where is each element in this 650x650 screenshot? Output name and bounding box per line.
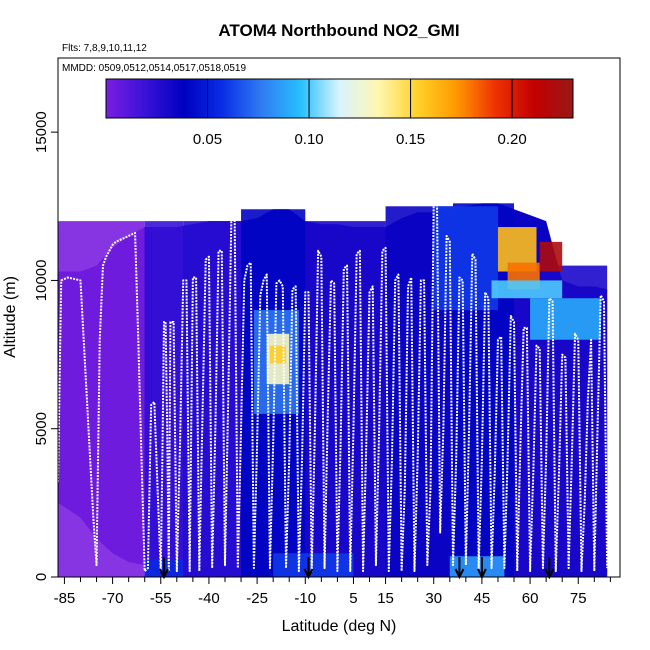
y-axis: 0 5000 10000 15000	[33, 111, 58, 581]
x-tick-label: 60	[522, 590, 539, 607]
y-tick-label: 5000	[33, 412, 50, 445]
flights-note: Flts: 7,8,9,10,11,12	[62, 43, 147, 54]
x-tick-label: 30	[425, 590, 442, 607]
colorbar-tick-label: 0.15	[396, 131, 425, 148]
colorbar: 0.05 0.10 0.15 0.20	[105, 78, 574, 148]
data-cell	[305, 221, 386, 577]
y-axis-label: Altitude (m)	[2, 276, 19, 358]
x-tick-label: 75	[570, 590, 587, 607]
colorbar-tick-label: 0.05	[193, 131, 222, 148]
plot-area	[58, 196, 609, 577]
colorbar-ticks: 0.05 0.10 0.15 0.20	[193, 79, 527, 148]
flight-track-line	[58, 196, 609, 573]
x-tick-label: -70	[102, 590, 124, 607]
plot-frame	[57, 57, 621, 578]
y-tick-label: 15000	[33, 111, 50, 153]
x-axis-label: Latitude (deg N)	[282, 618, 397, 635]
data-cell	[491, 280, 563, 299]
x-tick-label: -25	[246, 590, 268, 607]
x-tick-label: 15	[377, 590, 394, 607]
data-cell	[58, 221, 145, 577]
x-tick-label: -40	[198, 590, 220, 607]
x-tick-label: 5	[349, 590, 357, 607]
data-cell	[539, 241, 563, 272]
data-cell	[183, 221, 242, 577]
data-cell	[273, 553, 354, 577]
vertical-profile-arrows	[159, 557, 555, 580]
chart-title: ATOM4 Northbound NO2_GMI	[218, 21, 459, 40]
dates-note: MMDD: 0509,0512,0514,0517,0518,0519	[62, 63, 246, 74]
y-tick-label: 0	[33, 573, 50, 581]
colorbar-fill	[105, 78, 574, 119]
colorbar-tick-label: 0.20	[497, 131, 526, 148]
flight-track	[58, 196, 609, 573]
data-cell	[530, 298, 601, 340]
y-tick-label: 10000	[33, 260, 50, 302]
x-axis: -85 -70 -55 -40 -25 -10 5 15 30 45 60 75	[54, 577, 611, 607]
x-tick-label: 45	[474, 590, 491, 607]
x-tick-label: -10	[294, 590, 316, 607]
data-cell	[433, 206, 498, 311]
x-tick-label: -55	[150, 590, 172, 607]
colorbar-tick-label: 0.10	[294, 131, 323, 148]
x-tick-label: -85	[54, 590, 76, 607]
